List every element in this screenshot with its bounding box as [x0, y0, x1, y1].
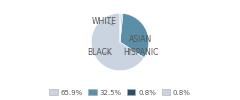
Wedge shape: [91, 13, 144, 71]
Text: HISPANIC: HISPANIC: [123, 48, 158, 57]
Text: ASIAN: ASIAN: [129, 35, 152, 44]
Wedge shape: [120, 13, 123, 42]
Wedge shape: [120, 13, 121, 42]
Legend: 65.9%, 32.5%, 0.8%, 0.8%: 65.9%, 32.5%, 0.8%, 0.8%: [47, 87, 193, 98]
Text: WHITE: WHITE: [92, 17, 117, 26]
Text: BLACK: BLACK: [87, 48, 112, 57]
Wedge shape: [120, 13, 149, 58]
